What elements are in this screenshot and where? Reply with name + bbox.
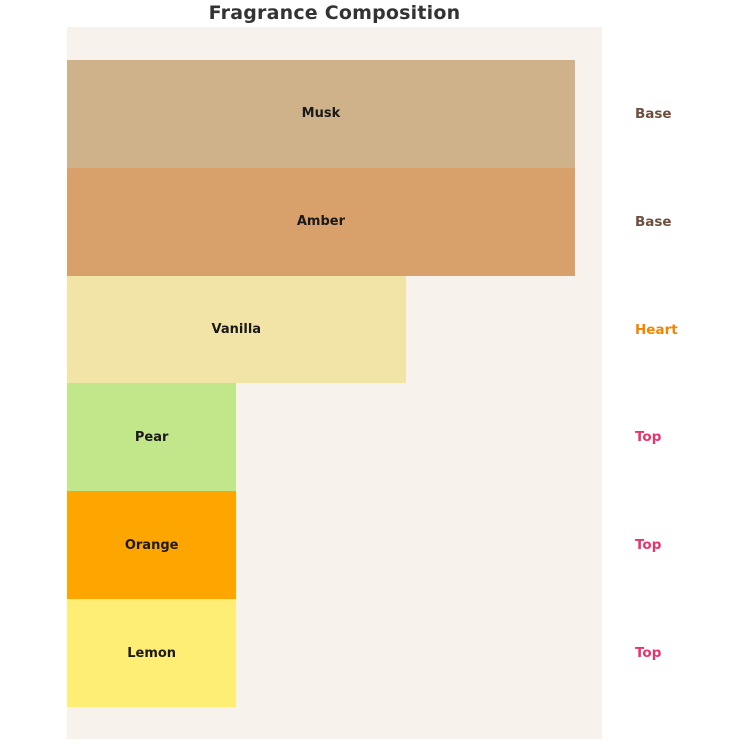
- stage-labels-container: Base Base Heart Top Top Top: [635, 60, 735, 707]
- plot-area: Musk Amber Vanilla Pear Orange Lemon: [67, 27, 602, 739]
- stage-label-orange: Top: [635, 537, 662, 554]
- bar-pear: Pear: [67, 383, 237, 492]
- bar-label-musk: Musk: [301, 106, 341, 122]
- bar-amber: Amber: [67, 167, 575, 276]
- stage-row-vanilla: Heart: [635, 276, 735, 384]
- bar-row-musk: Musk: [67, 60, 602, 168]
- bars-container: Musk Amber Vanilla Pear Orange Lemon: [67, 60, 602, 707]
- stage-row-pear: Top: [635, 383, 735, 491]
- chart-title: Fragrance Composition: [208, 2, 461, 24]
- stage-row-musk: Base: [635, 60, 735, 168]
- stage-label-pear: Top: [635, 429, 662, 446]
- stage-row-lemon: Top: [635, 599, 735, 707]
- stage-label-amber: Base: [635, 213, 672, 230]
- stage-row-orange: Top: [635, 491, 735, 599]
- stage-label-lemon: Top: [635, 645, 662, 662]
- bar-label-orange: Orange: [124, 537, 179, 553]
- bar-row-vanilla: Vanilla: [67, 275, 602, 384]
- bar-label-lemon: Lemon: [127, 645, 177, 661]
- bar-musk: Musk: [67, 60, 575, 168]
- bar-lemon: Lemon: [67, 599, 237, 707]
- stage-row-amber: Base: [635, 168, 735, 276]
- bar-label-pear: Pear: [134, 429, 169, 445]
- bar-row-amber: Amber: [67, 167, 602, 276]
- bar-orange: Orange: [67, 491, 237, 600]
- bar-vanilla: Vanilla: [67, 275, 406, 384]
- bar-label-vanilla: Vanilla: [211, 322, 262, 338]
- bar-row-orange: Orange: [67, 491, 602, 600]
- bar-label-amber: Amber: [296, 214, 346, 230]
- stage-label-vanilla: Heart: [635, 321, 678, 338]
- bar-row-lemon: Lemon: [67, 599, 602, 707]
- bar-row-pear: Pear: [67, 383, 602, 492]
- stage-label-musk: Base: [635, 105, 672, 122]
